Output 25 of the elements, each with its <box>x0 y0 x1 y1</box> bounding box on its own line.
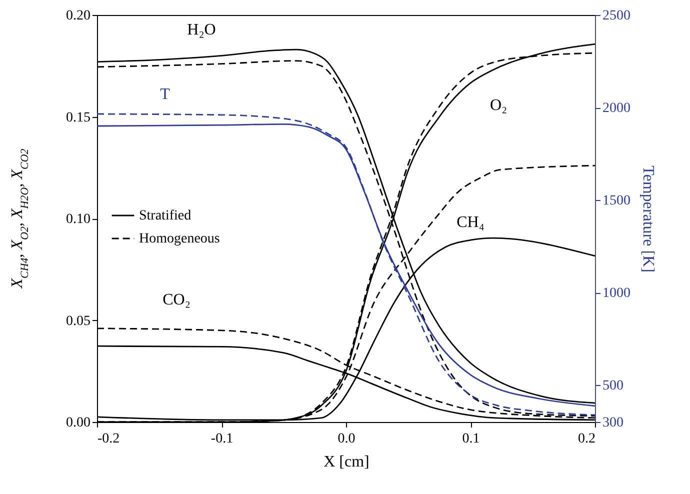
y-tick-label: 0.20 <box>66 8 90 24</box>
series-label: CH₄ <box>456 214 485 232</box>
y2-tick-label: 2500 <box>602 8 630 24</box>
y2-tick-label: 300 <box>602 416 624 430</box>
y2-tick-label: 1000 <box>602 286 630 301</box>
y2-tick-label: 500 <box>602 378 624 394</box>
series-label: H₂O <box>187 22 216 39</box>
text: CO₂ <box>162 292 190 309</box>
y2-tick-label: 2000 <box>602 101 630 116</box>
series-label: T <box>160 86 170 103</box>
annotation: Stratified <box>139 208 192 224</box>
y2-axis-title: Temperature [K] <box>640 166 656 272</box>
y-tick-label: 0.10 <box>66 212 90 227</box>
y-tick-label: 0.05 <box>66 314 90 329</box>
x-tick-label: -0.1 <box>210 432 234 446</box>
x-tick-label: 0.2 <box>578 432 596 446</box>
series-label: O₂ <box>490 96 508 114</box>
x-tick-label: 0.1 <box>462 432 480 446</box>
annotation: Homogeneous <box>139 232 220 246</box>
x-axis-title: X [cm] <box>324 454 370 470</box>
y-tick-label: 0.00 <box>66 416 90 430</box>
x-tick-label: -0.2 <box>98 432 120 446</box>
y2-tick-label: 1500 <box>602 194 630 208</box>
x-tick-label: 0.0 <box>338 432 356 446</box>
y-tick-label: 0.15 <box>66 110 90 126</box>
